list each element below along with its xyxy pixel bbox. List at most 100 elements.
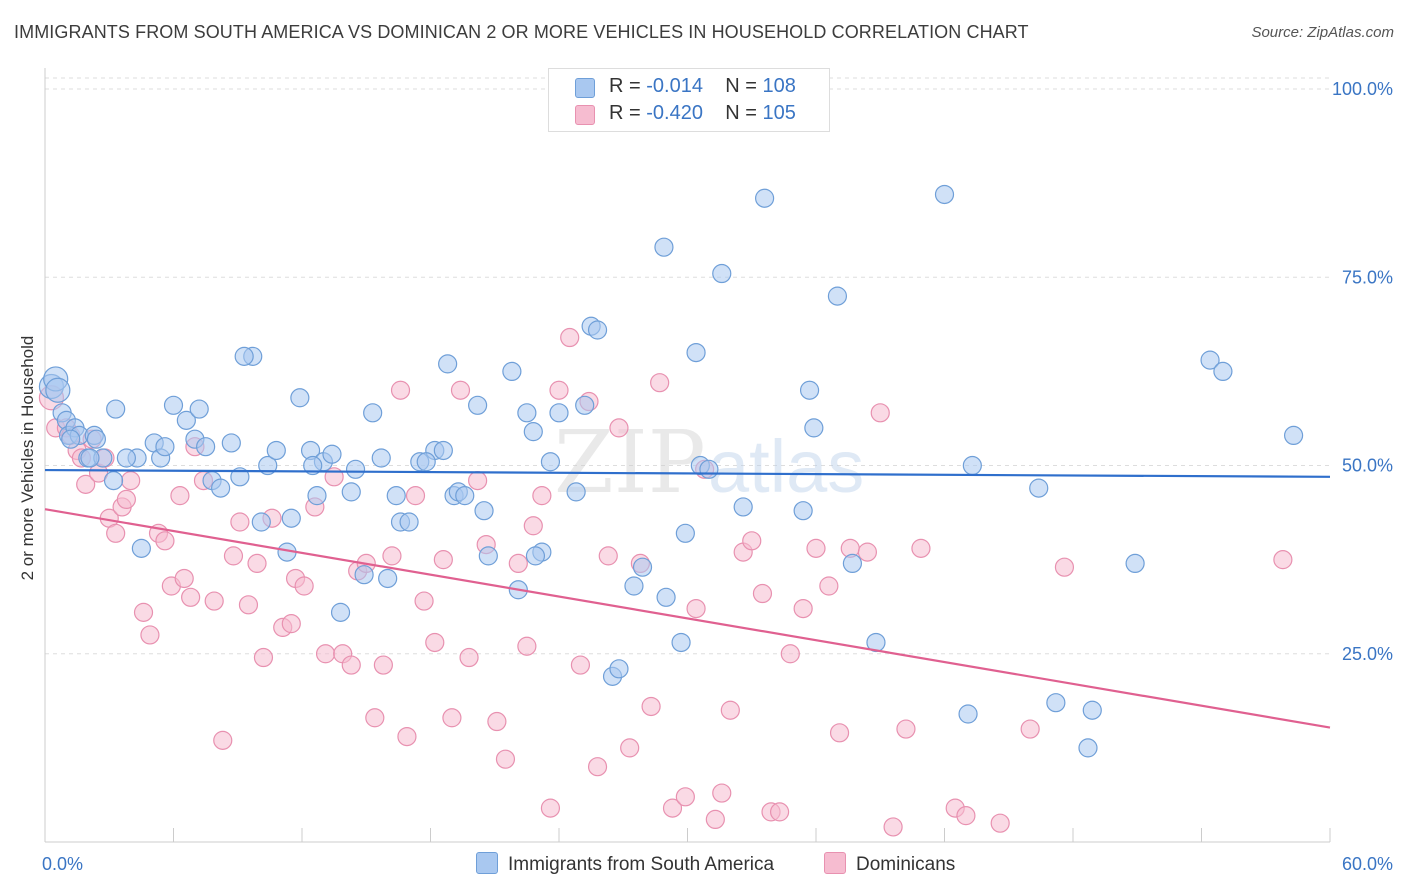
point-pink [76,474,96,494]
point-pink [780,644,800,664]
point-pink [204,591,224,611]
point-pink [883,817,903,837]
point-pink [450,380,471,400]
point-pink [341,655,361,675]
point-blue [211,478,231,498]
point-pink [896,719,916,739]
point-pink [517,636,537,656]
point-blue [1078,738,1098,758]
point-pink [155,531,175,551]
point-pink [373,655,393,675]
point-pink [382,546,402,566]
point-blue [686,342,706,363]
point-blue [699,459,719,479]
point-blue [1125,553,1145,574]
y-tick-label: 50.0% [1342,456,1393,476]
point-blue [478,546,498,566]
point-pink [390,380,411,400]
point-blue [934,184,955,205]
point-pink [140,625,160,645]
point-pink [911,538,931,558]
point-pink [116,489,136,510]
point-blue [61,429,81,449]
point-blue [958,704,978,724]
point-blue [103,470,124,491]
point-blue [1046,693,1066,713]
point-blue [804,418,824,438]
point-pink [650,373,670,393]
bottom-legend-swatch-pink [824,852,846,874]
chart-title: IMMIGRANTS FROM SOUTH AMERICA VS DOMINIC… [14,22,1029,42]
point-blue [290,388,310,408]
point-pink [468,470,488,491]
point-pink [598,546,618,566]
point-pink [712,783,732,803]
point-pink [170,486,190,506]
point-pink [1054,557,1075,577]
legend-n-label: N = [725,75,763,97]
bottom-legend-blue: Immigrants from South America [476,852,774,876]
point-blue [962,455,982,476]
y-tick-label: 100.0% [1332,79,1393,99]
x-tick-label-min: 0.0% [42,854,83,874]
point-blue [378,568,398,589]
point-blue [517,403,537,423]
point-pink [365,708,385,728]
point-pink [675,787,695,807]
trendline-blue [44,468,1331,478]
point-blue [1082,700,1102,720]
point-pink [720,700,740,720]
point-blue [303,455,323,476]
point-pink [549,380,569,400]
point-blue [455,486,475,506]
point-pink [752,583,773,604]
legend-swatch-blue [575,78,595,98]
point-pink [442,708,462,728]
point-blue [587,320,608,340]
point-blue [196,437,216,457]
point-pink [247,553,267,574]
point-pink [620,738,640,758]
point-pink [819,576,839,596]
bottom-legend-pink: Dominicans [824,852,955,876]
legend-n-value: 105 [762,102,796,124]
point-blue [163,395,184,415]
point-blue [438,354,458,374]
point-blue [1213,361,1233,382]
point-pink [570,655,591,675]
legend-n-label: N = [725,102,763,124]
legend-r-label: R = [609,75,647,97]
point-blue [45,377,71,403]
watermark-atlas: atlas [708,425,864,508]
point-blue [1029,478,1049,498]
point-blue [656,587,676,607]
point-pink [686,598,706,619]
point-pink [223,546,244,566]
point-blue [523,422,543,442]
x-tick-label-max: 60.0% [1342,854,1393,874]
point-blue [474,501,494,521]
point-pink [397,726,417,747]
point-blue [330,602,351,622]
point-blue [842,553,863,574]
point-blue [502,361,522,382]
point-blue [654,237,674,257]
point-blue [468,395,488,415]
point-pink [294,576,314,596]
point-pink [433,550,453,570]
point-pink [1273,550,1293,570]
point-blue [80,448,100,468]
point-blue [1283,425,1304,446]
bottom-legend-label-blue: Immigrants from South America [508,854,775,875]
point-blue [106,399,126,419]
point-pink [793,598,813,619]
point-pink [121,470,141,491]
bottom-legend-label-pink: Dominicans [856,854,956,875]
point-pink [870,403,890,423]
bottom-legend-swatch-blue [476,852,498,874]
legend-r-value: -0.014 [646,75,703,97]
point-pink [956,806,976,826]
point-blue [116,448,136,468]
point-blue [371,448,391,468]
point-blue [363,403,383,423]
